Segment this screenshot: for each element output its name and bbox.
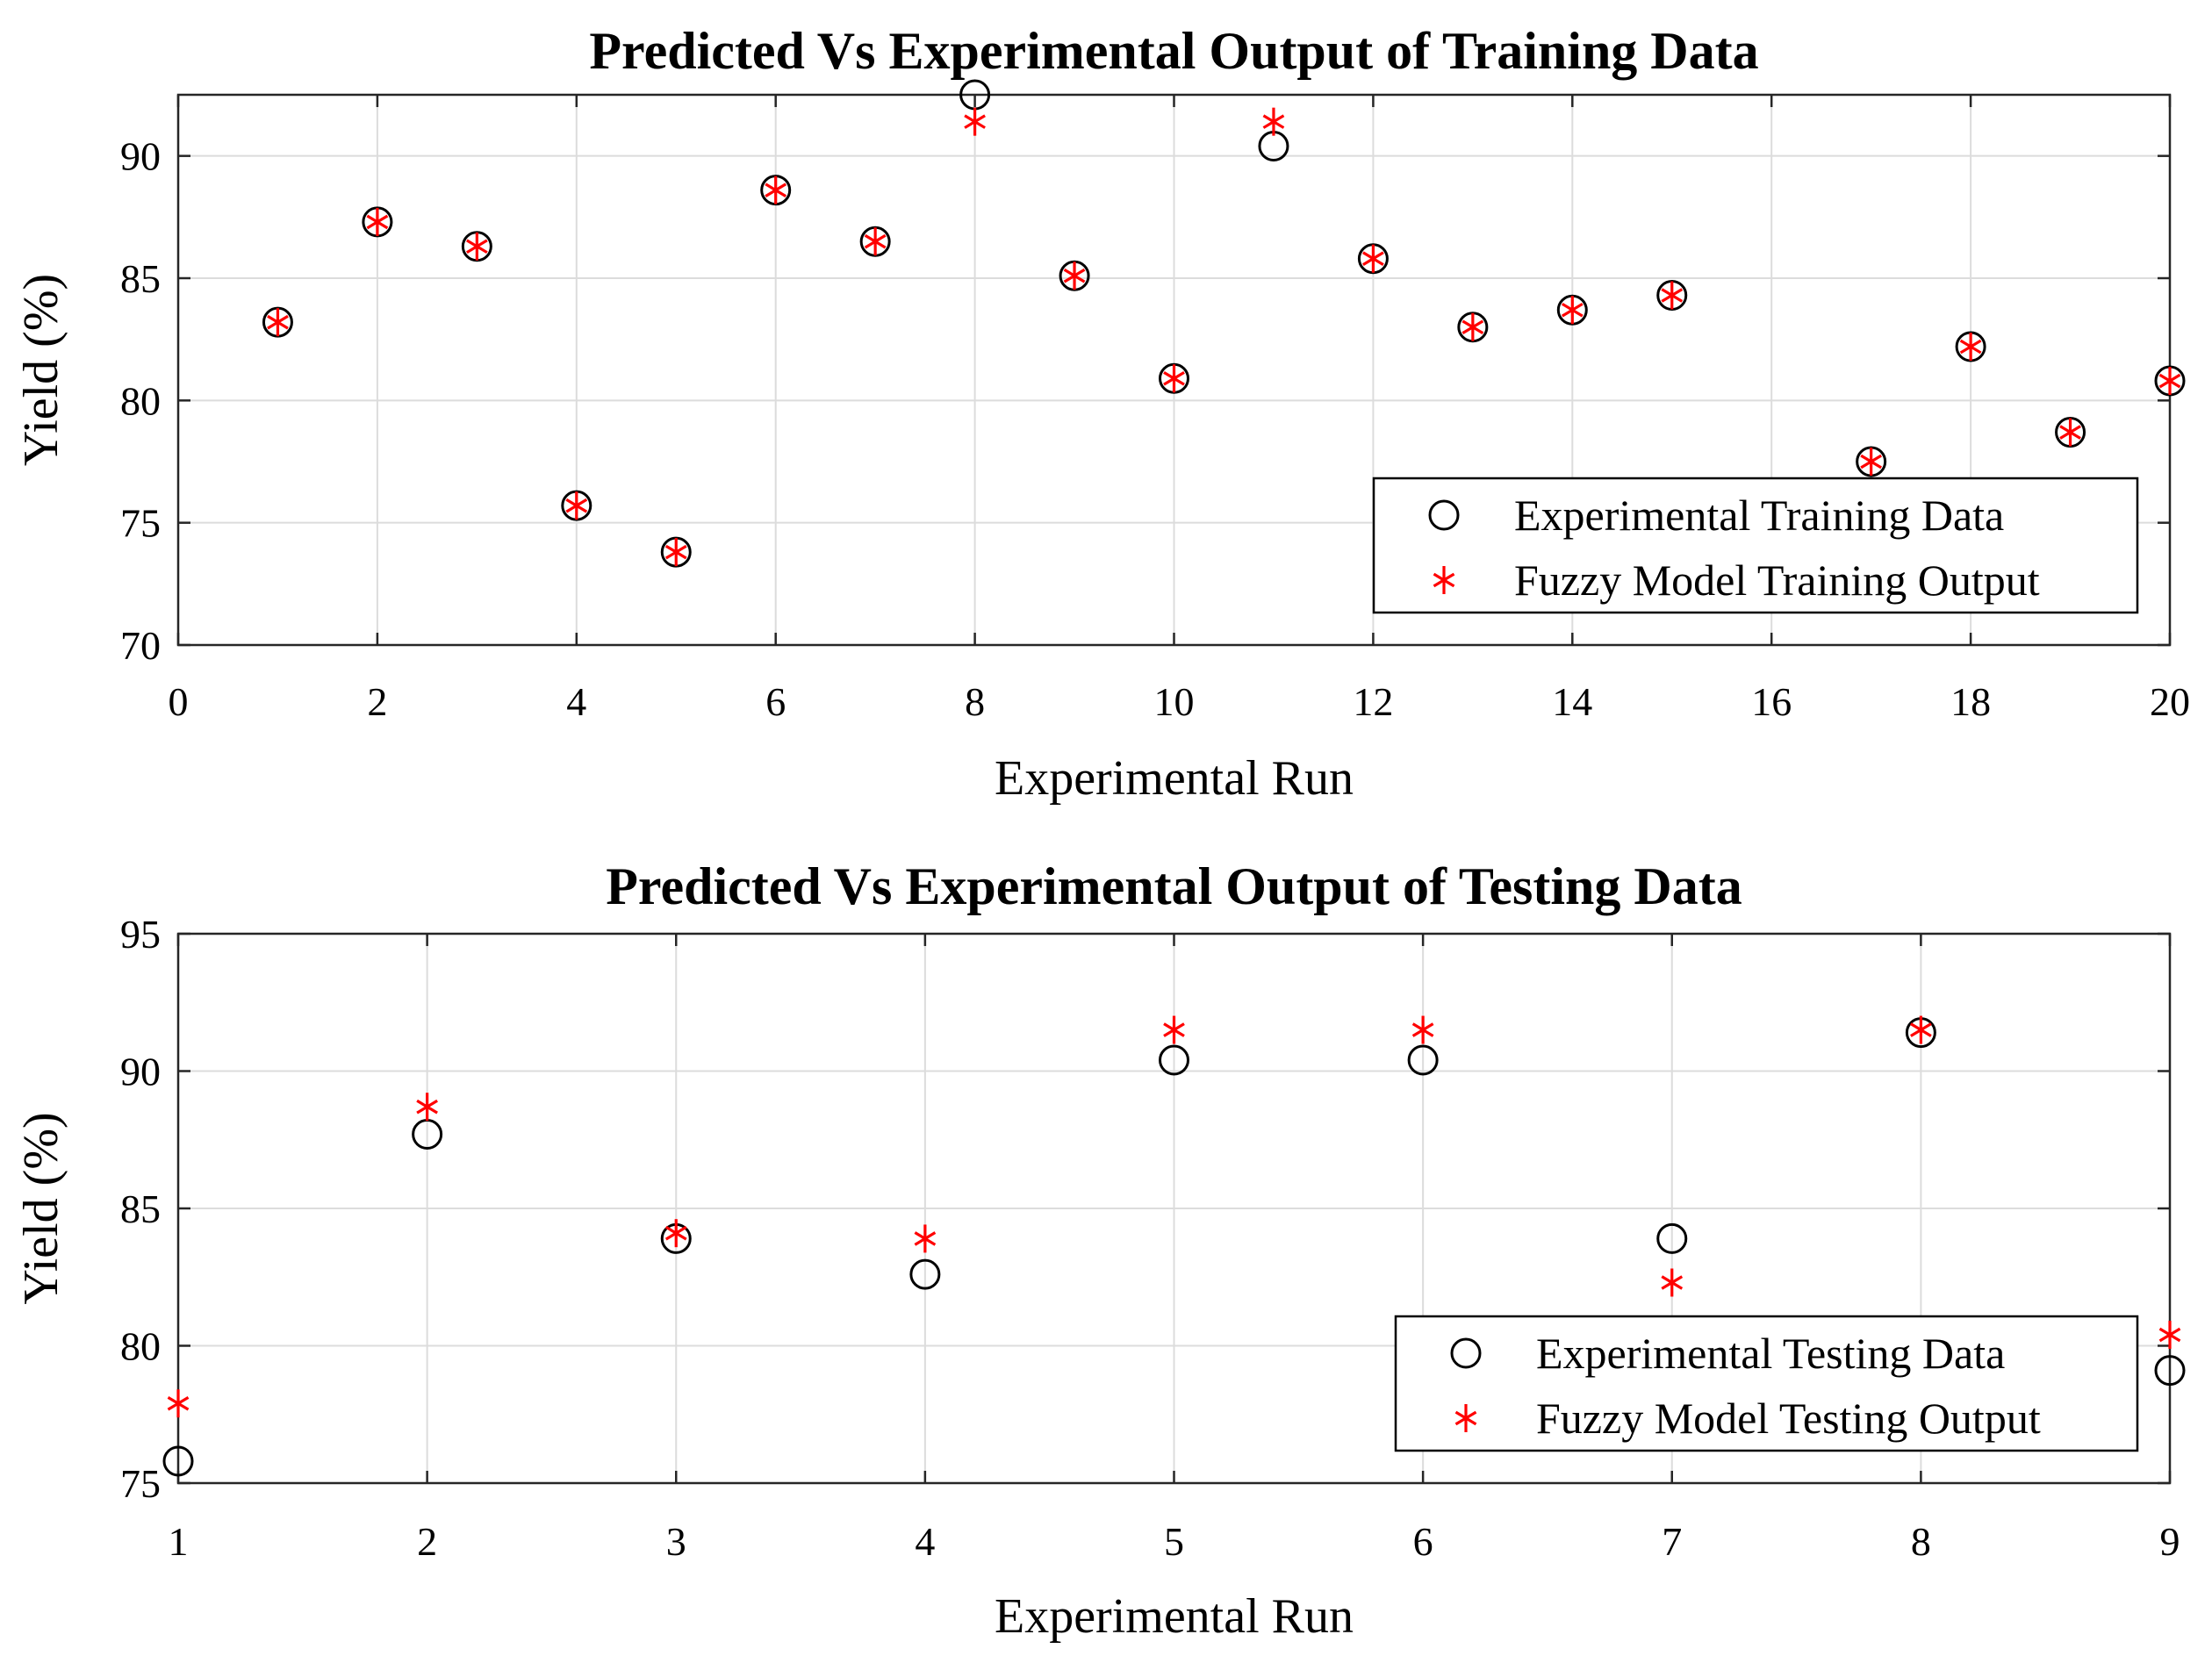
legend-box — [1394, 1315, 2139, 1452]
experimental-point — [2154, 1355, 2186, 1387]
fuzzy-model-point — [664, 1219, 687, 1248]
x-tick-label: 10 — [1154, 679, 1195, 724]
y-tick-label: 85 — [120, 1186, 161, 1231]
y-tick-label: 90 — [120, 1050, 161, 1094]
fuzzy-model-point — [864, 227, 887, 256]
series-fuzzy-model — [267, 107, 2181, 567]
legend-entry-label: Fuzzy Model Testing Output — [1536, 1394, 2041, 1443]
fuzzy-model-point — [914, 1224, 937, 1253]
ticks: 0 2 4 6 8 10 12 14 16 18 20 70 75 80 85 90 — [120, 95, 2190, 724]
fuzzy-model-point — [1561, 296, 1584, 325]
fuzzy-model-point — [964, 107, 986, 136]
x-tick-label: 16 — [1751, 679, 1792, 724]
legend: Experimental Testing Data Fuzzy Model Tes… — [1394, 1315, 2139, 1452]
x-tick-label: 4 — [566, 679, 586, 724]
y-tick-label: 90 — [120, 134, 161, 179]
experimental-point — [909, 1258, 941, 1290]
fuzzy-model-point — [1163, 364, 1185, 393]
legend-asterisk-marker — [1433, 566, 1455, 594]
fuzzy-model-point — [1661, 281, 1684, 310]
x-tick-label: 7 — [1662, 1519, 1682, 1564]
fuzzy-model-point — [1661, 1268, 1684, 1297]
x-tick-label: 3 — [666, 1519, 686, 1564]
x-tick-label: 18 — [1950, 679, 1991, 724]
legend-box — [1372, 477, 2139, 614]
series-fuzzy-model — [167, 1015, 2181, 1418]
fuzzy-model-point — [765, 176, 787, 204]
fuzzy-model-point — [1462, 312, 1484, 341]
fuzzy-model-point — [2158, 367, 2181, 396]
legend: Experimental Training Data Fuzzy Model Tr… — [1372, 477, 2139, 614]
chart-title: Predicted Vs Experimental Output of Test… — [606, 857, 1742, 915]
x-tick-label: 0 — [169, 679, 189, 724]
y-tick-label: 80 — [120, 1324, 161, 1369]
y-tick-label: 75 — [120, 1461, 161, 1506]
fuzzy-model-point — [1411, 1015, 1434, 1044]
x-tick-label: 1 — [169, 1519, 189, 1564]
testing-chart: 1 2 3 4 5 6 7 8 9 75 80 85 90 95 Predicted Vs Experime… — [14, 857, 2186, 1644]
fuzzy-model-point — [416, 1093, 438, 1122]
y-tick-label: 70 — [120, 623, 161, 668]
x-tick-label: 12 — [1353, 679, 1393, 724]
y-tick-label: 85 — [120, 256, 161, 301]
ticks: 1 2 3 4 5 6 7 8 9 75 80 85 90 95 — [120, 912, 2180, 1564]
fuzzy-model-point — [267, 308, 289, 337]
fuzzy-model-point — [664, 538, 687, 567]
experimental-point — [1407, 1044, 1439, 1076]
training-chart: 0 2 4 6 8 10 12 14 16 18 20 70 75 80 85 90 Predicted Vs … — [14, 22, 2190, 806]
experimental-point — [1159, 1044, 1189, 1076]
y-axis-label: Yield (%) — [14, 1112, 68, 1304]
experimental-point — [162, 1445, 194, 1477]
y-tick-label: 95 — [120, 912, 161, 957]
x-tick-label: 2 — [367, 679, 387, 724]
fuzzy-model-point — [1262, 107, 1285, 136]
x-tick-label: 9 — [2160, 1519, 2180, 1564]
x-tick-label: 20 — [2150, 679, 2190, 724]
fuzzy-model-point — [1362, 244, 1384, 273]
fuzzy-model-point — [167, 1389, 190, 1418]
y-tick-label: 75 — [120, 501, 161, 546]
experimental-point — [1656, 1222, 1688, 1254]
x-tick-label: 2 — [417, 1519, 437, 1564]
x-tick-label: 6 — [1413, 1519, 1433, 1564]
fuzzy-model-point — [565, 491, 588, 520]
fuzzy-model-point — [1910, 1015, 1932, 1044]
x-axis-label: Experimental Run — [995, 751, 1354, 806]
x-tick-label: 4 — [915, 1519, 935, 1564]
x-tick-label: 8 — [965, 679, 985, 724]
chart-title: Predicted Vs Experimental Output of Trai… — [589, 22, 1758, 80]
legend-entry-label: Experimental Training Data — [1514, 491, 2004, 540]
fuzzy-model-point — [1860, 448, 1882, 476]
legend-circle-marker — [1450, 1337, 1482, 1369]
fuzzy-model-point — [2059, 418, 2081, 447]
x-tick-label: 5 — [1164, 1519, 1184, 1564]
x-axis-label: Experimental Run — [995, 1589, 1354, 1644]
legend-circle-marker — [1428, 499, 1460, 531]
x-tick-label: 6 — [765, 679, 786, 724]
x-tick-label: 8 — [1911, 1519, 1931, 1564]
fuzzy-model-point — [1163, 1015, 1185, 1044]
fuzzy-model-point — [466, 232, 488, 261]
fuzzy-model-point — [1063, 262, 1086, 290]
legend-entry-label: Fuzzy Model Training Output — [1514, 556, 2040, 605]
fuzzy-model-point — [2158, 1320, 2181, 1349]
y-axis-label: Yield (%) — [14, 274, 68, 466]
x-tick-label: 14 — [1552, 679, 1592, 724]
fuzzy-model-point — [1959, 333, 1982, 362]
fuzzy-model-point — [366, 207, 389, 236]
legend-entry-label: Experimental Testing Data — [1536, 1329, 2005, 1378]
legend-asterisk-marker — [1454, 1404, 1477, 1432]
y-tick-label: 80 — [120, 378, 161, 423]
